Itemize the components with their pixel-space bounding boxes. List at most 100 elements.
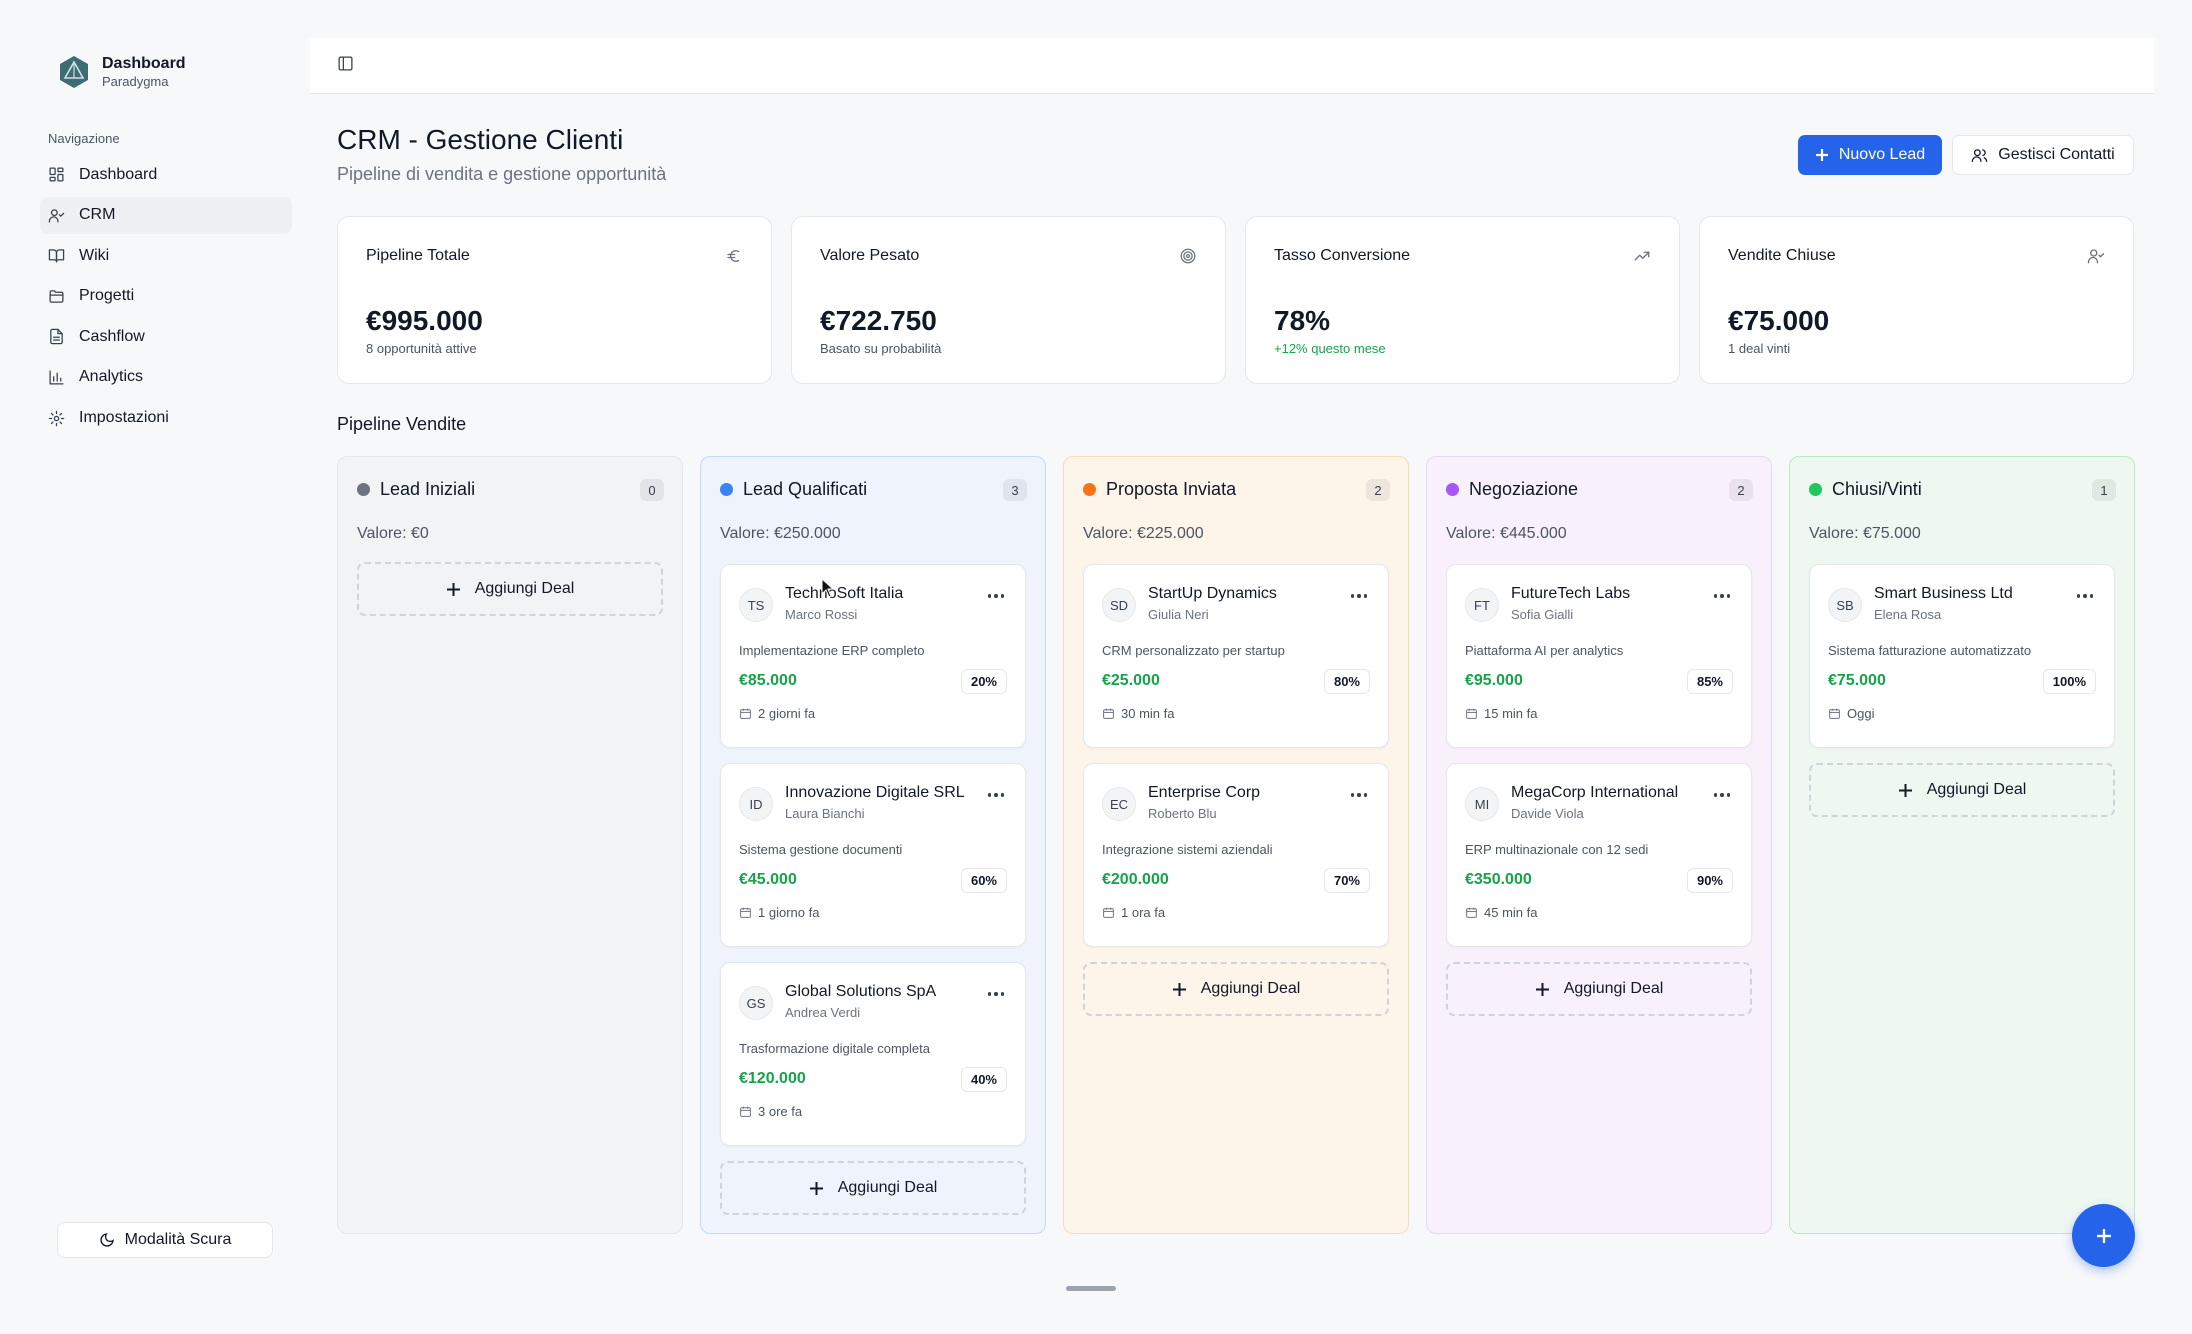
mouse-cursor-icon xyxy=(821,578,835,598)
brand[interactable]: Dashboard Paradygma xyxy=(56,54,186,90)
user-check-icon xyxy=(2087,247,2105,265)
deal-description: Sistema gestione documenti xyxy=(739,842,903,857)
deal-time: 1 giorno fa xyxy=(739,905,819,920)
user-check-icon xyxy=(48,208,65,223)
trending-up-icon xyxy=(1633,247,1651,265)
deal-card[interactable]: ID Innovazione Digitale SRL Laura Bianch… xyxy=(720,763,1026,947)
add-deal-button[interactable]: Aggiungi Deal xyxy=(357,562,663,616)
calendar-icon xyxy=(740,1106,751,1117)
calendar-icon xyxy=(1103,907,1114,918)
deal-amount: €200.000 xyxy=(1102,871,1169,888)
stat-value: €722.750 xyxy=(820,305,937,336)
plus-icon xyxy=(1815,149,1828,161)
status-dot xyxy=(1809,483,1822,496)
sidebar-toggle-button[interactable] xyxy=(334,52,356,74)
deal-company: MegaCorp International xyxy=(1511,784,1679,801)
status-dot xyxy=(1446,483,1459,496)
scroll-handle[interactable] xyxy=(1066,1286,1116,1291)
calendar-icon xyxy=(1466,708,1477,719)
stat-note: Basato su probabilità xyxy=(820,341,942,356)
sidebar-item-label: Dashboard xyxy=(79,165,158,183)
deal-card[interactable]: EC Enterprise Corp Roberto Blu Integrazi… xyxy=(1083,763,1389,947)
add-deal-label: Aggiungi Deal xyxy=(1926,781,2027,798)
status-dot xyxy=(357,483,370,496)
pipeline-column: Lead Qualificati 3 Valore: €250.000 TS T… xyxy=(700,456,1046,1234)
deal-time: 30 min fa xyxy=(1102,706,1174,721)
sidebar-item-analytics[interactable]: Analytics xyxy=(40,359,292,396)
plus-icon xyxy=(1535,982,1549,996)
new-lead-button[interactable]: Nuovo Lead xyxy=(1798,135,1942,175)
pipeline-title: Pipeline Vendite xyxy=(337,414,467,434)
deal-time: 15 min fa xyxy=(1465,706,1537,721)
add-deal-button[interactable]: Aggiungi Deal xyxy=(1809,763,2115,817)
sidebar-item-dashboard[interactable]: Dashboard xyxy=(40,156,292,193)
column-title: Lead Iniziali xyxy=(380,479,476,499)
deal-card[interactable]: SB Smart Business Ltd Elena Rosa Sistema… xyxy=(1809,564,2115,748)
column-value: Valore: €250.000 xyxy=(720,525,841,542)
deal-contact: Laura Bianchi xyxy=(785,806,865,821)
avatar: SB xyxy=(1828,588,1862,622)
sidebar-item-label: Impostazioni xyxy=(79,409,169,427)
floating-add-button[interactable] xyxy=(2072,1204,2135,1267)
deal-card[interactable]: FT FutureTech Labs Sofia Gialli Piattafo… xyxy=(1446,564,1752,748)
avatar: GS xyxy=(739,986,773,1020)
deal-time-label: 45 min fa xyxy=(1484,905,1538,920)
avatar: ID xyxy=(739,787,773,821)
deal-description: CRM personalizzato per startup xyxy=(1102,643,1285,658)
deal-card[interactable]: SD StartUp Dynamics Giulia Neri CRM pers… xyxy=(1083,564,1389,748)
plus-icon xyxy=(809,1181,823,1195)
probability-badge: 85% xyxy=(1686,669,1733,694)
more-options-icon[interactable] xyxy=(1711,589,1733,603)
calendar-icon xyxy=(740,907,751,918)
more-options-icon[interactable] xyxy=(2074,589,2096,603)
pipeline-column: Proposta Inviata 2 Valore: €225.000 SD S… xyxy=(1063,456,1409,1234)
deal-time-label: 3 ore fa xyxy=(758,1104,803,1119)
calendar-icon xyxy=(1103,708,1114,719)
calendar-icon xyxy=(740,708,751,719)
column-title: Negoziazione xyxy=(1469,479,1579,499)
sidebar-item-label: CRM xyxy=(79,206,116,224)
stat-value: €995.000 xyxy=(366,305,483,336)
bar-chart-icon xyxy=(49,370,64,385)
add-deal-button[interactable]: Aggiungi Deal xyxy=(1446,962,1752,1016)
more-options-icon[interactable] xyxy=(1348,788,1370,802)
sidebar: Dashboard Paradygma Navigazione Dashboar… xyxy=(0,0,310,1334)
more-options-icon[interactable] xyxy=(985,987,1007,1001)
column-title: Chiusi/Vinti xyxy=(1832,479,1922,499)
calendar-icon xyxy=(1466,907,1477,918)
sidebar-item-label: Wiki xyxy=(79,246,110,264)
column-title: Lead Qualificati xyxy=(743,479,868,499)
sidebar-item-label: Progetti xyxy=(79,287,135,305)
manage-contacts-button[interactable]: Gestisci Contatti xyxy=(1952,135,2134,175)
panel-left-icon xyxy=(337,55,353,71)
stat-note: 8 opportunità attive xyxy=(366,341,477,356)
add-deal-button[interactable]: Aggiungi Deal xyxy=(1083,962,1389,1016)
sidebar-item-wiki[interactable]: Wiki xyxy=(40,237,292,274)
add-deal-label: Aggiungi Deal xyxy=(837,1179,938,1196)
page-subtitle: Pipeline di vendita e gestione opportuni… xyxy=(337,164,667,184)
stat-title: Vendite Chiuse xyxy=(1728,247,1836,264)
sidebar-item-cashflow[interactable]: Cashflow xyxy=(40,318,292,355)
deal-card[interactable]: GS Global Solutions SpA Andrea Verdi Tra… xyxy=(720,962,1026,1146)
more-options-icon[interactable] xyxy=(985,589,1007,603)
more-options-icon[interactable] xyxy=(1348,589,1370,603)
sidebar-item-impostazioni[interactable]: Impostazioni xyxy=(40,400,292,437)
more-options-icon[interactable] xyxy=(1711,788,1733,802)
more-options-icon[interactable] xyxy=(985,788,1007,802)
new-lead-label: Nuovo Lead xyxy=(1838,146,1926,163)
deal-description: Implementazione ERP completo xyxy=(739,643,925,658)
deal-company: Smart Business Ltd xyxy=(1874,585,2013,602)
deal-card[interactable]: MI MegaCorp International Davide Viola E… xyxy=(1446,763,1752,947)
deal-description: Sistema fatturazione automatizzato xyxy=(1828,643,2032,658)
sidebar-item-crm[interactable]: CRM xyxy=(40,196,292,234)
brand-title: Dashboard xyxy=(102,55,186,72)
avatar: SD xyxy=(1102,588,1136,622)
deal-contact: Marco Rossi xyxy=(785,607,858,622)
calendar-icon xyxy=(1829,708,1840,719)
sidebar-item-progetti[interactable]: Progetti xyxy=(40,278,292,315)
dark-mode-button[interactable]: Modalità Scura xyxy=(57,1222,273,1258)
dark-mode-label: Modalità Scura xyxy=(124,1231,232,1248)
add-deal-button[interactable]: Aggiungi Deal xyxy=(720,1161,1026,1215)
deal-card[interactable]: TS TechnoSoft Italia Marco Rossi Impleme… xyxy=(720,564,1026,748)
probability-badge: 90% xyxy=(1686,868,1733,893)
